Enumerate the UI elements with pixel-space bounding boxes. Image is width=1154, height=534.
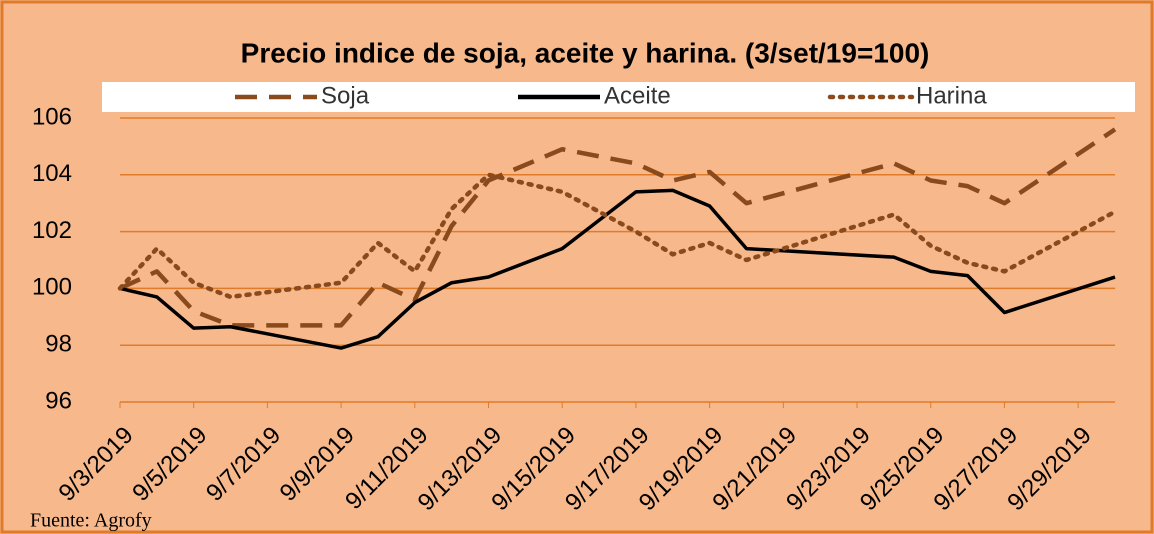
y-tick-label: 98 xyxy=(45,331,72,358)
legend-label: Soja xyxy=(321,82,370,109)
line-series xyxy=(119,188,1116,350)
chart-title: Precio indice de soja, aceite y harina. … xyxy=(241,37,930,68)
y-tick-label: 96 xyxy=(45,387,72,414)
y-tick-label: 102 xyxy=(32,217,72,244)
source: Fuente: Agrofy xyxy=(30,510,152,532)
line-series xyxy=(117,172,1118,300)
y-tick-label: 106 xyxy=(32,103,72,130)
line-series xyxy=(119,127,1117,328)
y-tick-label: 104 xyxy=(32,160,72,187)
legend-label: Aceite xyxy=(604,82,671,109)
y-tick-label: 100 xyxy=(32,274,72,301)
legend-label: Harina xyxy=(916,82,987,109)
